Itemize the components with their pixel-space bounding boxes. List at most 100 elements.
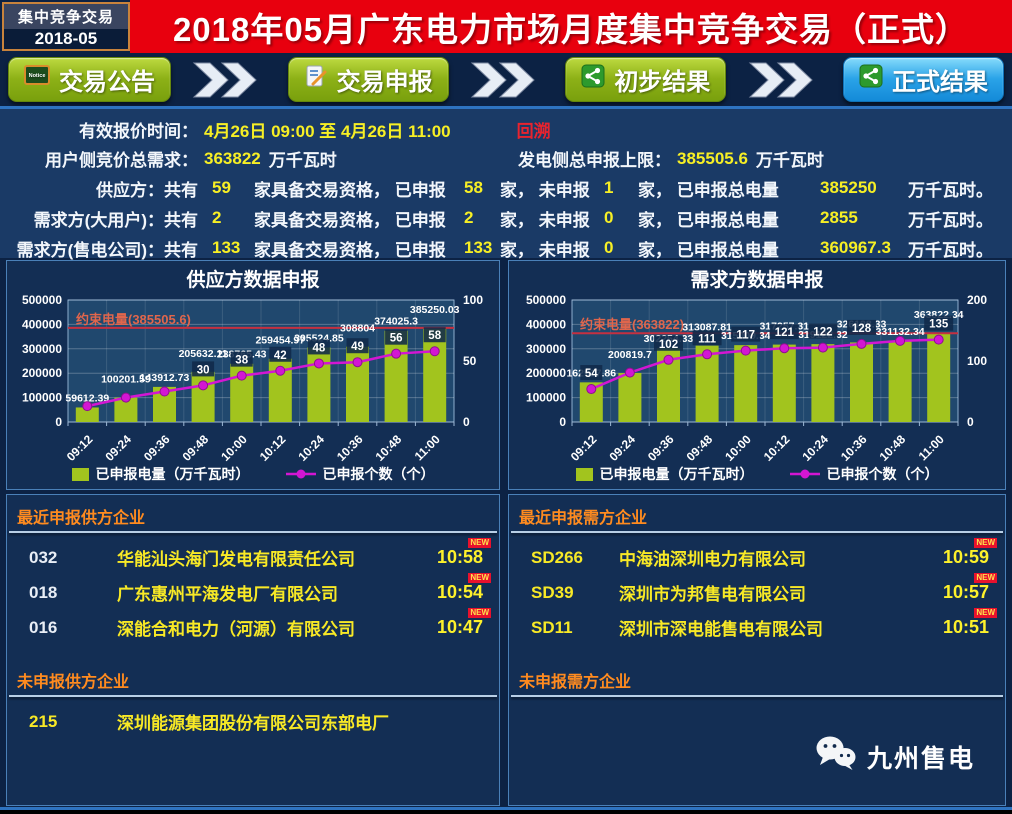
legend-item: 已申报电量（万千瓦时） [71, 464, 250, 484]
company-row: SD266 中海油深圳电力有限公司 10:59 NEW [509, 538, 1005, 575]
stat-label: 需求方(大用户)：共有 [33, 210, 198, 230]
count-label: 117 [736, 330, 755, 342]
divider [511, 531, 1003, 533]
x-tick-label: 11:00 [412, 432, 443, 463]
supply-chart: 0 100000 200000 300000 400000 500000 0 50 100 约束电… [7, 292, 499, 468]
x-tick-label: 10:12 [257, 432, 289, 464]
stat-text: 家， 未申报 [500, 240, 590, 260]
demand-pending-title: 未申报需方企业 [519, 674, 632, 691]
x-tick-label: 09:12 [64, 432, 96, 464]
declare-time: 10:51 NEW [942, 608, 997, 637]
pending-count: 0 [604, 238, 614, 257]
demand-total-unit: 万千瓦时 [268, 151, 337, 170]
line-legend-marker [285, 469, 316, 479]
line-marker [933, 334, 944, 345]
bar [657, 348, 680, 422]
right-axis-tick: 100 [967, 354, 987, 368]
company-code: SD39 [531, 582, 574, 602]
title-banner: 2018年05月广东电力市场月度集中竞争交易（正式） [130, 0, 1012, 53]
stat-text: 家， 未申报 [500, 210, 590, 230]
legend-label: 已申报电量（万千瓦时） [599, 466, 754, 482]
period-badge-month: 2018-05 [34, 29, 98, 48]
x-tick-label: 09:48 [684, 432, 716, 464]
company-name: 广东惠州平海发电厂有限公司 [117, 585, 338, 604]
count-label: 58 [428, 330, 441, 342]
summary-panel: 有效报价时间： 4月26日 09:00 至 4月26日 11:00 回溯 用户侧… [0, 106, 1012, 260]
x-tick-label: 10:36 [334, 432, 366, 464]
bar-value-label: 308804 [340, 323, 375, 335]
nav-button-notice[interactable]: Notice 交易公告 [8, 57, 171, 102]
bar [618, 373, 642, 422]
company-row: SD39 深圳市为邦售电有限公司 10:57 NEW [509, 573, 1005, 610]
declare-time: 10:57 NEW [942, 573, 997, 602]
line-marker [313, 358, 324, 369]
brand-name: 九州售电 [866, 744, 975, 773]
supply-chart-panel: 供应方数据申报 0 100000 200000 300000 400000 500000 0… [6, 260, 500, 490]
bar-value-label: 100201.59 [101, 374, 151, 386]
bar [153, 386, 176, 422]
backtrack-link[interactable]: 回溯 [516, 122, 551, 141]
count-label-badge [423, 327, 446, 343]
count-label-badge [307, 339, 330, 355]
count-label-badge [654, 335, 683, 351]
right-axis-tick: 50 [463, 354, 477, 368]
line-marker [352, 357, 363, 368]
demand-recent-title: 最近申报需方企业 [519, 510, 648, 527]
double-chevron-icon [748, 62, 822, 98]
left-axis-tick: 200000 [526, 366, 566, 380]
x-tick-label: 10:00 [218, 432, 250, 464]
left-axis-tick: 100000 [22, 391, 62, 405]
stat-row: 需求方(大用户)：共有 2 家具备交易资格， 已申报 2 家， 未申报 0 家， 已申报总电… [0, 203, 1012, 233]
bar [850, 342, 873, 422]
bar-value-label: 59612.39 [65, 392, 109, 404]
demand-chart-title: 需求方数据申报 [690, 270, 824, 291]
chart-canvas: 0 100000 200000 300000 400000 500000 0 100 200 约束… [526, 293, 987, 464]
line-marker [856, 338, 867, 349]
line-marker [429, 346, 440, 357]
declare-time: 10:47 NEW [436, 608, 491, 637]
declare-time: 10:54 NEW [436, 573, 491, 602]
chart-canvas: 0 100000 200000 300000 400000 500000 0 50 100 约束电… [22, 293, 483, 464]
count-label: 135 [929, 319, 949, 331]
count-label: 121 [775, 327, 795, 339]
x-tick-label: 10:00 [722, 432, 754, 464]
left-axis-tick: 400000 [22, 317, 62, 331]
bar [191, 371, 215, 422]
nav-button-preliminary-result[interactable]: 初步结果 [565, 57, 727, 102]
count-label-badge [346, 338, 369, 354]
stat-unit: 万千瓦时。 [908, 180, 993, 200]
stat-label: 需求方(售电公司)：共有 [16, 240, 198, 260]
bar [888, 341, 912, 422]
report-form-icon [304, 64, 328, 95]
bar [114, 397, 138, 422]
new-badge: NEW [974, 538, 997, 548]
count-label: 48 [313, 342, 326, 354]
legend-label: 已申报个数（个） [826, 466, 939, 482]
divider [9, 531, 497, 533]
legend-label: 已申报电量（万千瓦时） [95, 466, 250, 482]
right-axis-tick: 0 [967, 415, 974, 429]
pending-count: 0 [604, 208, 614, 227]
share-result-icon [859, 64, 883, 95]
nav-button-declare[interactable]: 交易申报 [287, 57, 449, 102]
bar-value-label: 259454.97 [255, 335, 305, 347]
line-marker [740, 345, 751, 356]
double-chevron-icon [470, 62, 544, 98]
count-label-badge [847, 319, 876, 335]
count-label: 56 [390, 333, 403, 345]
supply-pending-title: 未申报供方企业 [17, 674, 130, 691]
line-marker [702, 349, 713, 360]
company-name: 深圳市深电能售电有限公司 [619, 620, 823, 639]
declare-time: 10:58 NEW [436, 538, 491, 567]
quote-time-value: 4月26日 09:00 至 4月26日 11:00 [204, 122, 451, 141]
new-badge: NEW [468, 573, 491, 583]
x-tick-label: 10:48 [877, 432, 909, 464]
nav-button-final-result[interactable]: 正式结果 [842, 57, 1004, 102]
nav-button-label: 正式结果 [891, 69, 988, 96]
nav-button-label: 交易公告 [59, 69, 155, 96]
x-tick-label: 09:48 [180, 432, 212, 464]
count-label: 30 [197, 364, 210, 376]
declared-count: 58 [464, 178, 483, 197]
bar [75, 407, 99, 422]
